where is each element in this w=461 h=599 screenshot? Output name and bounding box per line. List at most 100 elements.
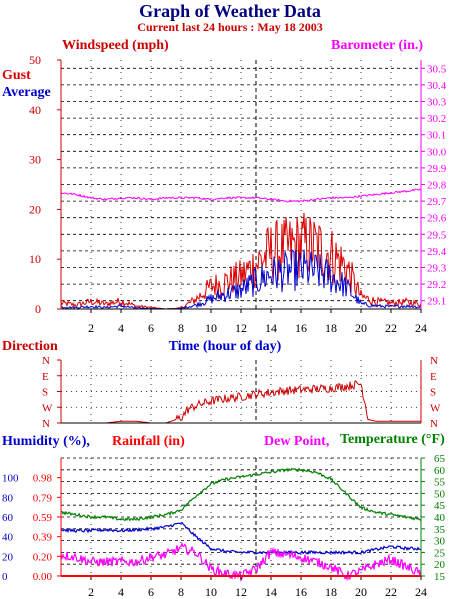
barometer-tick-label: 29.2 (427, 279, 446, 291)
barometer-tick-label: 29.9 (427, 163, 447, 175)
barometer-tick-label: 29.3 (427, 263, 447, 275)
axes-layer (57, 59, 425, 580)
barometer-tick-label: 30.5 (427, 63, 447, 75)
lower-time-tick-label: 10 (205, 585, 217, 599)
direction-tick-label-right: N (430, 355, 438, 367)
time-tick-label: 6 (148, 321, 154, 335)
windspeed-tick-label: 20 (29, 202, 41, 216)
time-tick-label: 16 (295, 321, 307, 335)
dewpoint-legend-label: Dew Point, (264, 434, 329, 449)
time-tick-label: 18 (325, 321, 337, 335)
windspeed-tick-label: 30 (29, 153, 41, 167)
series-temperature-line (61, 467, 422, 522)
time-tick-label: 14 (265, 321, 277, 335)
windspeed-tick-label: 40 (29, 103, 41, 117)
time-tick-label: 22 (385, 321, 397, 335)
lower-time-tick-label: 22 (385, 585, 397, 599)
humidity-tick-label: 40 (2, 532, 14, 544)
humidity-tick-label: 20 (2, 551, 14, 563)
time-tick-label: 2 (88, 321, 94, 335)
lower-time-tick-label: 8 (178, 585, 184, 599)
windspeed-axis-title: Windspeed (mph) (62, 38, 169, 53)
direction-tick-label-right: W (430, 402, 441, 414)
time-tick-label: 4 (118, 321, 124, 335)
chart-subtitle: Current last 24 hours : May 18 2003 (137, 20, 322, 34)
time-tick-label: 8 (178, 321, 184, 335)
windspeed-tick-label: 50 (29, 53, 41, 67)
direction-tick-label-right: E (430, 371, 437, 383)
direction-tick-label-right: N (430, 418, 438, 430)
humidity-tick-label: 60 (2, 512, 14, 524)
lower-time-tick-label: 4 (118, 585, 124, 599)
barometer-axis-title: Barometer (in.) (331, 38, 423, 53)
barometer-tick-label: 29.6 (427, 213, 447, 225)
temperature-tick-label: 25 (434, 547, 446, 559)
lower-time-tick-label: 18 (325, 585, 337, 599)
lower-time-tick-label: 16 (295, 585, 307, 599)
direction-tick-label-left: E (42, 371, 49, 383)
direction-tick-label-left: N (42, 355, 50, 367)
series-direction-line (61, 380, 421, 424)
rainfall-tick-label: 0.79 (33, 492, 53, 504)
direction-tick-label-left: N (42, 418, 50, 430)
temperature-legend-label: Temperature (°F) (340, 432, 445, 447)
lower-time-tick-label: 20 (355, 585, 367, 599)
rainfall-legend-label: Rainfall (in) (112, 434, 185, 449)
lower-time-tick-label: 12 (235, 585, 247, 599)
direction-axis-title: Direction (2, 339, 58, 354)
direction-tick-label-right: S (430, 387, 436, 399)
barometer-tick-label: 30.0 (427, 146, 447, 158)
time-tick-label: 12 (235, 321, 247, 335)
windspeed-tick-label: 10 (29, 252, 41, 266)
temperature-tick-label: 50 (434, 488, 446, 500)
rainfall-tick-label: 0.20 (33, 551, 53, 563)
average-legend-label: Average (2, 85, 51, 100)
rainfall-tick-label: 0.98 (33, 473, 53, 485)
humidity-tick-label: 0 (2, 571, 8, 583)
temperature-tick-label: 15 (434, 571, 446, 583)
temperature-tick-label: 20 (434, 559, 446, 571)
lower-time-tick-label: 14 (265, 585, 277, 599)
series-barometer-line (60, 188, 422, 203)
barometer-tick-label: 30.2 (427, 113, 446, 125)
rainfall-tick-label: 0.39 (33, 532, 53, 544)
time-axis-title: Time (hour of day) (169, 339, 282, 354)
humidity-tick-label: 100 (2, 473, 19, 485)
barometer-tick-label: 29.4 (427, 246, 447, 258)
barometer-tick-label: 29.7 (427, 196, 447, 208)
barometer-tick-label: 30.4 (427, 80, 447, 92)
rainfall-tick-label: 0.59 (33, 512, 53, 524)
time-tick-label: 24 (415, 321, 427, 335)
series-gust-line (60, 212, 422, 310)
direction-tick-label-left: W (42, 402, 53, 414)
barometer-tick-label: 30.3 (427, 97, 447, 109)
barometer-tick-label: 29.8 (427, 180, 447, 192)
series-humidity-line (60, 521, 422, 556)
temperature-tick-label: 40 (434, 512, 446, 524)
series-average-line (60, 249, 422, 310)
humidity-tick-label: 80 (2, 492, 14, 504)
windspeed-tick-label: 0 (35, 302, 41, 316)
lower-time-tick-label: 24 (415, 585, 427, 599)
series-dew-point-line (60, 542, 422, 582)
humidity-legend-label: Humidity (%), (2, 434, 90, 449)
barometer-tick-label: 30.1 (427, 130, 446, 142)
barometer-tick-label: 29.1 (427, 296, 446, 308)
time-tick-label: 10 (205, 321, 217, 335)
barometer-tick-label: 29.5 (427, 229, 447, 241)
temperature-tick-label: 30 (434, 536, 446, 548)
temperature-tick-label: 60 (434, 465, 446, 477)
lower-time-tick-label: 6 (148, 585, 154, 599)
chart-title: Graph of Weather Data (139, 1, 321, 21)
gust-legend-label: Gust (2, 68, 31, 83)
grid-layer (61, 60, 421, 577)
temperature-tick-label: 65 (434, 453, 446, 465)
direction-tick-label-left: S (42, 387, 48, 399)
temperature-tick-label: 45 (434, 500, 446, 512)
time-tick-label: 20 (355, 321, 367, 335)
tick-labels-layer: 0102030405029.129.229.329.429.529.629.72… (2, 53, 447, 599)
lower-time-tick-label: 2 (88, 585, 94, 599)
temperature-tick-label: 35 (434, 524, 446, 536)
rainfall-tick-label: 0.00 (33, 571, 53, 583)
